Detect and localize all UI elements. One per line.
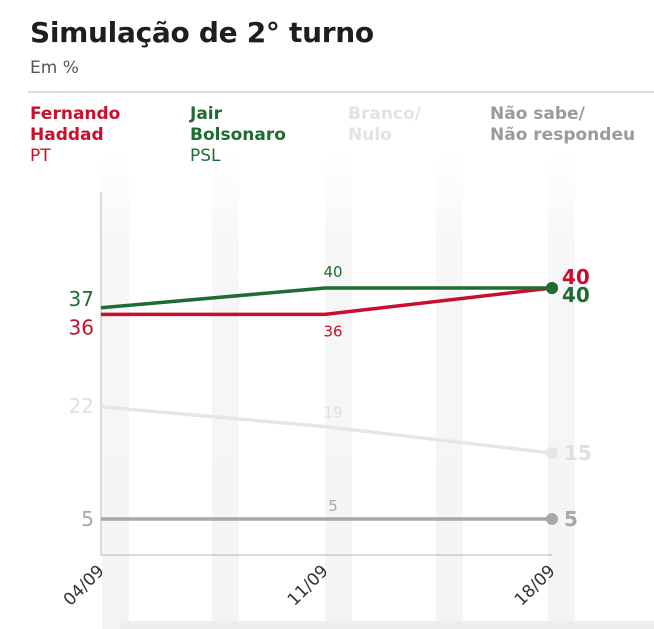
data-label-end: 5	[564, 507, 578, 531]
series-end-point	[546, 282, 558, 294]
x-tick-label: 11/09	[284, 561, 333, 610]
data-label-mid: 36	[323, 322, 342, 340]
legend-name-nao-sabe: Não sabe/ Não respondeu	[490, 104, 636, 145]
chart-title: Simulação de 2° turno	[30, 16, 374, 49]
data-label-mid: 19	[323, 404, 342, 422]
x-tick-label: 04/09	[60, 561, 109, 610]
series-end-point	[546, 513, 558, 525]
legend-bolsonaro: Jair Bolsonaro PSL	[190, 104, 286, 167]
legend-haddad: Fernando Haddad PT	[30, 104, 120, 167]
legend-name-branco-nulo: Branco/ Nulo	[348, 104, 421, 145]
grid-band	[325, 154, 352, 629]
bottom-scroll-strip	[120, 621, 654, 629]
series-end-point	[546, 447, 558, 459]
plot-background	[102, 154, 575, 629]
data-label-start: 37	[69, 287, 94, 311]
series-line	[100, 405, 553, 455]
data-label-mid: 40	[323, 263, 342, 281]
data-label-mid: 5	[328, 497, 338, 515]
data-label-end: 40	[562, 265, 590, 289]
legend-nao-sabe: Não sabe/ Não respondeu	[490, 104, 635, 146]
series-line	[100, 286, 552, 310]
data-label-end: 15	[564, 441, 592, 465]
data-label-start: 5	[81, 507, 94, 531]
grid-band	[212, 154, 239, 629]
x-tick-label: 18/09	[511, 561, 560, 610]
grid-band	[548, 154, 575, 629]
data-label-start: 22	[69, 394, 94, 418]
data-label-start: 36	[69, 315, 94, 339]
series-line	[101, 286, 553, 317]
title-divider	[28, 91, 654, 93]
grid-band	[436, 154, 463, 629]
legend-branco-nulo: Branco/ Nulo	[348, 104, 421, 146]
chart-subtitle: Em %	[30, 58, 79, 78]
grid-band	[102, 154, 129, 629]
legend-name-haddad: Fernando Haddad	[30, 104, 121, 145]
data-label-end: 40	[562, 283, 590, 307]
legend-party-haddad: PT	[30, 146, 51, 166]
legend-name-bolsonaro: Jair Bolsonaro	[190, 104, 286, 145]
legend-party-bolsonaro: PSL	[190, 146, 221, 166]
